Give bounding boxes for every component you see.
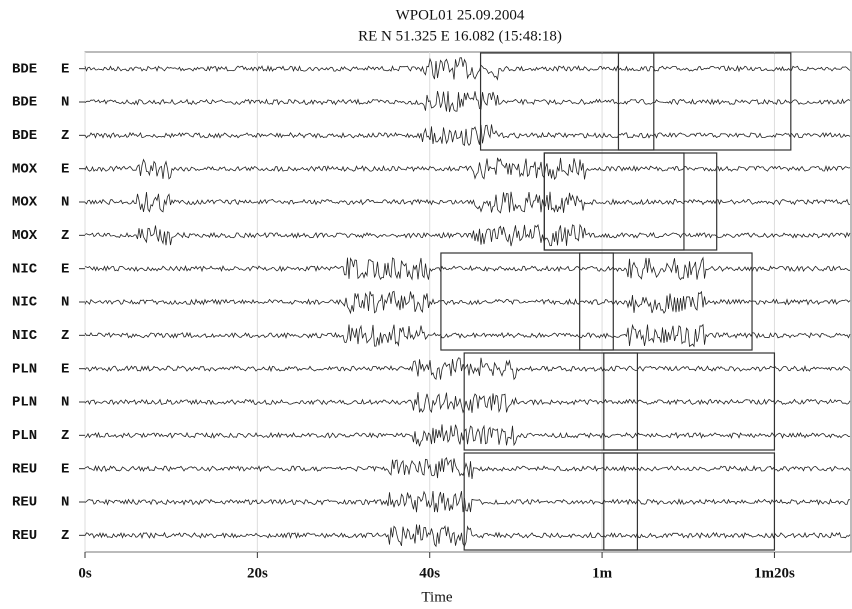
station-label: REU [12, 495, 37, 511]
x-tick-label: 0s [78, 565, 92, 581]
station-label: NIC [12, 295, 38, 311]
x-axis-label: Time [421, 589, 452, 605]
analysis-window [617, 52, 792, 151]
waveform [84, 290, 851, 315]
channel-label: Z [61, 328, 69, 344]
waveform [84, 57, 851, 81]
waveform [84, 524, 851, 548]
station-label: MOX [12, 161, 38, 177]
x-tick-label: 20s [247, 565, 268, 581]
channel-label: Z [61, 128, 69, 144]
station-label: NIC [12, 261, 38, 277]
waveform [84, 124, 851, 147]
plot-frame [84, 51, 852, 553]
channel-label: Z [61, 428, 69, 444]
waveform [84, 490, 851, 513]
channel-label: E [61, 461, 69, 477]
waveform [84, 323, 851, 348]
waveform [84, 223, 851, 247]
waveform [84, 157, 851, 181]
station-label: PLN [12, 428, 37, 444]
station-label: REU [12, 528, 37, 544]
channel-label: N [61, 195, 69, 211]
station-label: MOX [12, 195, 38, 211]
channel-label: Z [61, 228, 69, 244]
waveform [84, 91, 851, 113]
analysis-window [440, 252, 614, 351]
analysis-window [603, 352, 776, 451]
analysis-window [603, 452, 776, 551]
waveform [84, 392, 851, 414]
x-tick-label: 40s [419, 565, 440, 581]
channel-label: E [61, 61, 69, 77]
channel-label: N [61, 295, 69, 311]
chart-title: WPOL01 25.09.2004 [396, 7, 525, 23]
channel-label: E [61, 261, 69, 277]
analysis-window [479, 52, 655, 151]
channel-label: N [61, 395, 69, 411]
waveform [84, 424, 851, 447]
waveform [84, 357, 851, 381]
waveform [84, 256, 850, 281]
station-label: NIC [12, 328, 38, 344]
x-tick-label: 1m [592, 565, 613, 581]
channel-label: N [61, 495, 69, 511]
channel-label: Z [61, 528, 69, 544]
station-label: PLN [12, 361, 37, 377]
waveform [84, 191, 851, 214]
analysis-window [579, 252, 753, 351]
station-label: PLN [12, 395, 37, 411]
waveform [84, 456, 851, 480]
chart-subtitle: RE N 51.325 E 16.082 (15:48:18) [358, 28, 562, 44]
station-label: BDE [12, 61, 37, 77]
station-label: MOX [12, 228, 38, 244]
x-tick-label: 1m20s [754, 565, 795, 581]
channel-label: E [61, 161, 69, 177]
analysis-window [463, 452, 639, 551]
analysis-window [463, 352, 639, 451]
station-label: REU [12, 461, 37, 477]
channel-label: E [61, 361, 69, 377]
channel-label: N [61, 95, 69, 111]
station-label: BDE [12, 128, 37, 144]
analysis-window [543, 152, 718, 251]
station-label: BDE [12, 95, 37, 111]
